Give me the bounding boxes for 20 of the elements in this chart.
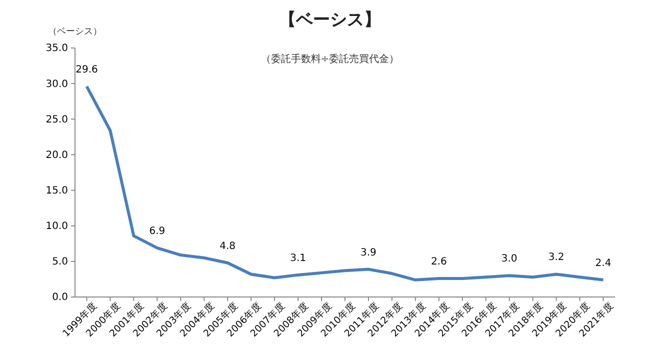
y-tick-label: 35.0 — [46, 43, 68, 54]
y-tick-label: 15.0 — [46, 185, 68, 196]
y-tick-label: 0.0 — [52, 292, 68, 304]
y-tick-label: 25.0 — [46, 114, 68, 126]
y-axis-title: （ベーシス） — [48, 27, 102, 37]
y-tick-label: 5.0 — [52, 256, 68, 268]
data-label: 2.4 — [595, 258, 612, 269]
chart-title: 【ベーシス】 — [279, 10, 381, 30]
y-tick-label: 10.0 — [46, 221, 68, 232]
data-label: 6.9 — [149, 226, 166, 237]
data-label: 2.6 — [430, 256, 447, 268]
text: （委託手数料÷委託売買代金） — [260, 53, 400, 65]
y-tick-label: 30.0 — [46, 78, 68, 90]
data-label: 3.0 — [501, 254, 518, 265]
data-label: 4.8 — [220, 240, 236, 252]
data-label: 29.6 — [76, 64, 98, 76]
data-label: 3.9 — [360, 247, 376, 258]
data-label: 3.1 — [290, 252, 306, 264]
y-tick-label: 20.0 — [46, 150, 68, 161]
data-label: 3.2 — [548, 252, 564, 264]
